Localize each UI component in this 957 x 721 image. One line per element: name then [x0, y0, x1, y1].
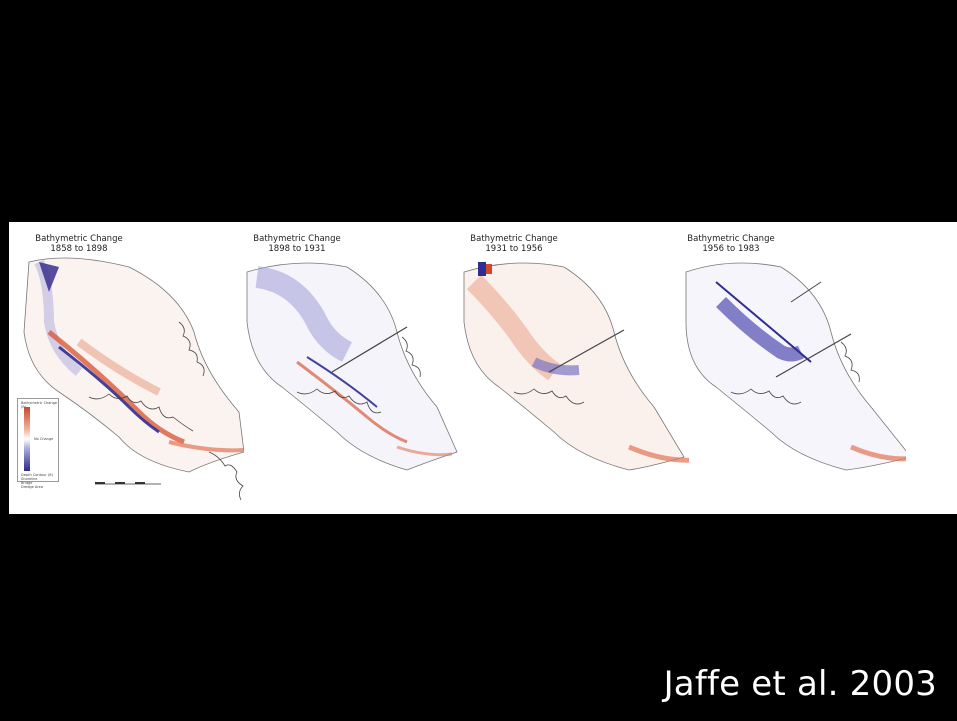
legend-title: Bathymetric Change (ft) — [21, 401, 57, 409]
legend-color-ramp — [24, 407, 30, 471]
citation-credit: Jaffe et al. 2003 — [663, 664, 937, 704]
map-panel-1898-1931: Bathymetric Change 1898 to 1931 — [237, 222, 472, 514]
map-panel-1956-1983: Bathymetric Change 1956 to 1983 — [671, 222, 906, 514]
scale-bar — [95, 482, 161, 485]
legend-item: Dredge Area — [21, 485, 43, 489]
bay-map — [463, 262, 689, 471]
bay-map — [23, 257, 244, 501]
panel-title-heading: Bathymetric Change — [470, 234, 558, 244]
legend-no-change-label: No Change — [34, 437, 54, 441]
legend-line-types: Depth Contour (ft) Shoreline Bridge Dred… — [21, 473, 53, 489]
legend-item: Bridge — [21, 481, 33, 485]
bathymetric-change-figure: Bathymetric Change 1858 to 1898 Bathymet… — [9, 222, 957, 514]
panel-title-heading: Bathymetric Change — [687, 234, 775, 244]
panel-title-heading: Bathymetric Change — [253, 234, 341, 244]
panel-title-period: 1956 to 1983 — [702, 244, 760, 254]
legend-item: Shoreline — [21, 477, 38, 481]
bay-map — [246, 262, 458, 471]
panel-title-period: 1898 to 1931 — [268, 244, 326, 254]
panel-title: Bathymetric Change 1931 to 1956 — [454, 234, 574, 254]
panel-title-heading: Bathymetric Change — [35, 234, 123, 244]
panel-title-period: 1858 to 1898 — [50, 244, 108, 254]
panel-title: Bathymetric Change 1858 to 1898 — [19, 234, 139, 254]
legend-item: Depth Contour (ft) — [21, 473, 54, 477]
panel-title-period: 1931 to 1956 — [485, 244, 543, 254]
map-panel-1931-1956: Bathymetric Change 1931 to 1956 — [454, 222, 689, 514]
panel-title: Bathymetric Change 1898 to 1931 — [237, 234, 357, 254]
map-panel-1858-1898: Bathymetric Change 1858 to 1898 Bathymet… — [9, 222, 244, 514]
legend: Bathymetric Change (ft) No Change Depth … — [17, 398, 59, 489]
bay-map — [685, 262, 906, 471]
panel-title: Bathymetric Change 1956 to 1983 — [671, 234, 791, 254]
